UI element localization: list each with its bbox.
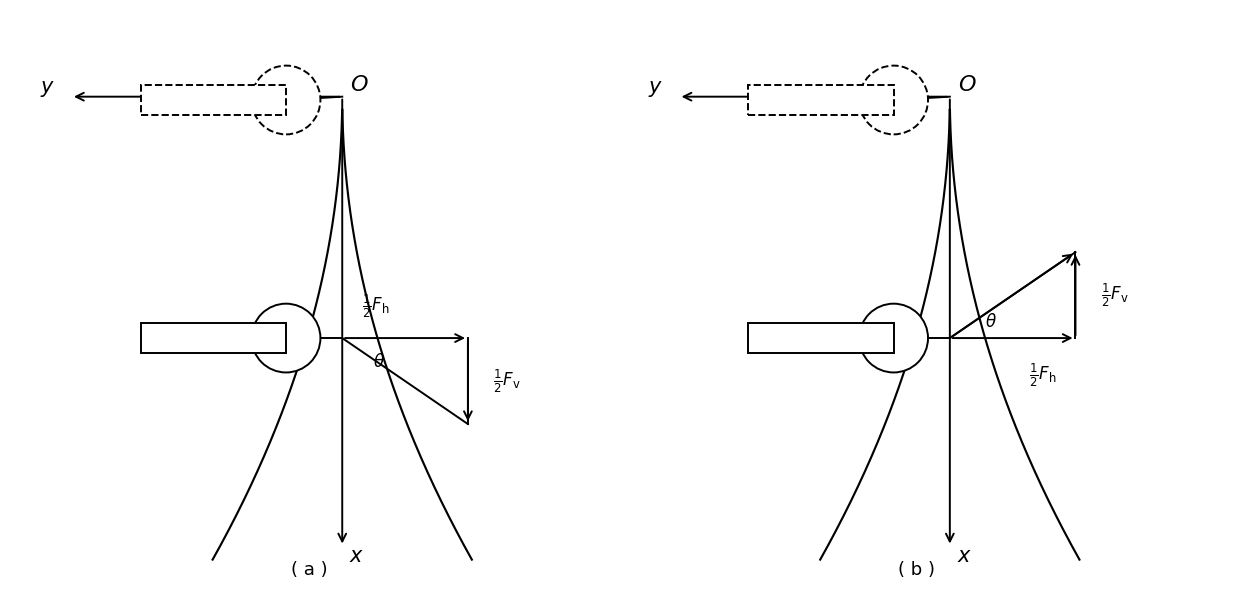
Text: $y$: $y$ (41, 79, 56, 99)
Text: $x$: $x$ (350, 547, 365, 566)
Bar (748, 85, 894, 115)
Circle shape (252, 66, 320, 134)
Text: ( a ): ( a ) (291, 561, 327, 578)
Text: $\theta$: $\theta$ (373, 353, 384, 371)
Text: $O$: $O$ (350, 75, 368, 95)
Circle shape (252, 304, 320, 373)
Text: $x$: $x$ (957, 547, 972, 566)
Text: $\theta$: $\theta$ (985, 314, 997, 331)
Bar (140, 323, 286, 353)
Text: $O$: $O$ (957, 75, 976, 95)
Text: $\frac{1}{2}F_{\mathrm{v}}$: $\frac{1}{2}F_{\mathrm{v}}$ (494, 367, 521, 395)
Text: ( b ): ( b ) (898, 561, 935, 578)
Circle shape (859, 66, 928, 134)
Bar (140, 85, 286, 115)
Bar (748, 323, 894, 353)
Text: $\frac{1}{2}F_{\mathrm{v}}$: $\frac{1}{2}F_{\mathrm{v}}$ (1101, 281, 1128, 309)
Text: $y$: $y$ (649, 79, 663, 99)
Text: $\frac{1}{2}F_{\mathrm{h}}$: $\frac{1}{2}F_{\mathrm{h}}$ (1029, 361, 1056, 389)
Circle shape (859, 304, 928, 373)
Text: $\frac{1}{2}F_{\mathrm{h}}$: $\frac{1}{2}F_{\mathrm{h}}$ (362, 292, 389, 320)
